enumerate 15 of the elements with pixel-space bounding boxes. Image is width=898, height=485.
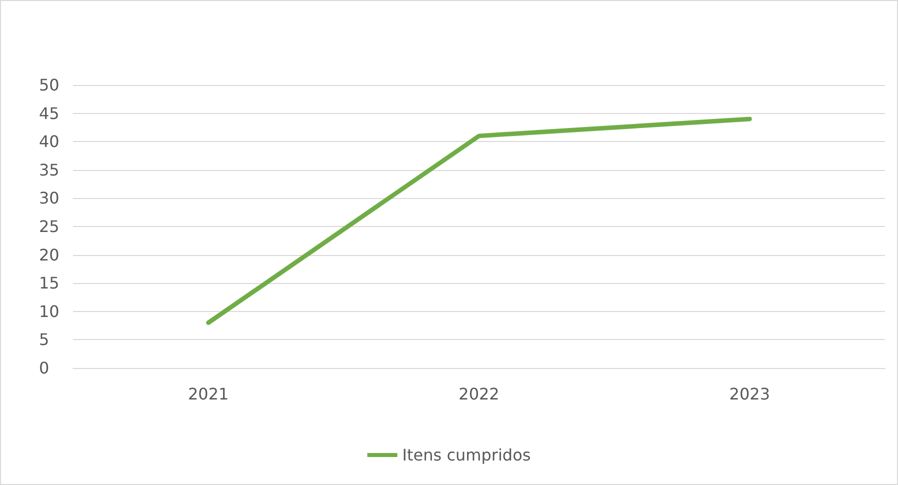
y-tick-label: 10 xyxy=(39,302,60,321)
x-tick-label: 2021 xyxy=(188,384,229,404)
x-tick-label: 2022 xyxy=(458,384,500,404)
y-tick-label: 15 xyxy=(39,274,60,293)
y-tick-label: 30 xyxy=(39,188,60,208)
y-tick-label: 0 xyxy=(39,358,50,378)
y-tick-label: 20 xyxy=(39,245,60,264)
y-tick-label: 35 xyxy=(39,160,60,180)
y-tick-label: 45 xyxy=(39,104,60,123)
legend-label: Itens cumpridos xyxy=(402,446,531,464)
y-tick-label: 50 xyxy=(39,76,60,94)
x-tick-label: 2023 xyxy=(729,384,770,404)
y-tick-label: 40 xyxy=(39,132,60,152)
y-tick-label: 25 xyxy=(39,217,60,236)
y-tick-label: 5 xyxy=(39,330,50,350)
